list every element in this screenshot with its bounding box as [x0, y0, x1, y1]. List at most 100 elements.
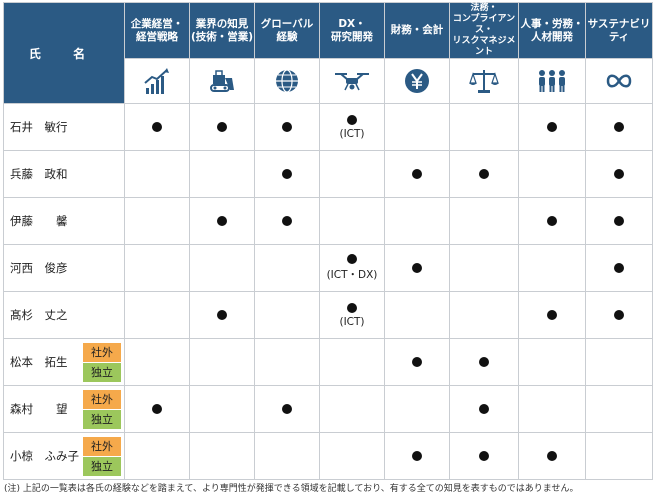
skill-cell: [124, 291, 190, 339]
header-finance-accounting: 財務・会計: [384, 2, 450, 59]
header-dx-rnd: DX・ 研究開発: [319, 2, 385, 59]
header-icon-cell: [518, 58, 586, 104]
bulldozer-icon: [210, 70, 234, 92]
director-name: 小椋 ふみ子: [10, 449, 79, 463]
skill-cell: [449, 244, 519, 292]
director-name-cell: 髙杉 丈之: [3, 291, 125, 339]
globe-icon: [276, 69, 298, 93]
skill-mark: [614, 169, 624, 179]
header-industry-knowledge: 業界の知見 (技術・営業): [189, 2, 255, 59]
table-row: 石井 敏行 (ICT): [3, 103, 653, 151]
skill-mark: [217, 310, 227, 320]
director-name-cell: 兵藤 政和: [3, 150, 125, 198]
table-row: 伊藤 馨: [3, 197, 653, 245]
header-legal-compliance: 法務・ コンプライアンス・ リスクマネジメント: [449, 2, 519, 59]
director-name: 松本 拓生: [10, 355, 68, 369]
skills-matrix-table: 氏 名 企業経営・ 経営戦略 業界の知見 (技術・営業) グローバル 経験 DX・ 研究…: [3, 2, 653, 480]
skill-mark: [347, 114, 357, 125]
skill-cell: [449, 150, 519, 198]
skill-cell: [124, 385, 190, 433]
table-row: 森村 望 社外 独立: [3, 385, 653, 433]
skill-cell: [124, 150, 190, 198]
external-badge: 社外: [83, 437, 121, 456]
skill-cell: [254, 432, 320, 480]
director-name: 髙杉 丈之: [10, 308, 68, 322]
skill-mark: [152, 122, 162, 132]
skill-mark: [479, 357, 489, 367]
skill-cell: [384, 385, 450, 433]
skill-cell: [585, 385, 653, 433]
table-row: 松本 拓生 社外 独立: [3, 338, 653, 386]
skill-cell: [585, 291, 653, 339]
skill-cell: [319, 150, 385, 198]
director-tags: 社外 独立: [83, 437, 121, 476]
director-name: 伊藤 馨: [10, 214, 68, 228]
skill-cell: [518, 385, 586, 433]
skill-mark: [547, 451, 557, 461]
skill-cell: [254, 197, 320, 245]
independent-badge: 独立: [83, 457, 121, 476]
director-name-cell: 森村 望 社外 独立: [3, 385, 125, 433]
skill-cell: [254, 291, 320, 339]
header-label-row: 氏 名 企業経営・ 経営戦略 業界の知見 (技術・営業) グローバル 経験 DX・ 研究…: [3, 2, 653, 104]
skill-mark: [412, 169, 422, 179]
skill-cell: [254, 150, 320, 198]
skill-mark: [479, 404, 489, 414]
header-sustainability: サステナビリティ: [585, 2, 653, 59]
header-corporate-management: 企業経営・ 経営戦略: [124, 2, 190, 59]
skill-cell: [585, 432, 653, 480]
skill-cell: [518, 150, 586, 198]
people-icon: [539, 70, 565, 92]
skill-cell: [449, 338, 519, 386]
director-name-cell: 河西 俊彦: [3, 244, 125, 292]
skill-mark: [282, 404, 292, 414]
skill-mark: [614, 310, 624, 320]
name-column-header: 氏 名: [3, 2, 125, 104]
skill-cell: [189, 197, 255, 245]
independent-badge: 独立: [83, 363, 121, 382]
skill-mark: [547, 122, 557, 132]
skill-cell: (ICT): [319, 103, 385, 151]
skill-note: (ICT): [339, 315, 365, 328]
header-icon-row: [4, 58, 653, 104]
skill-cell: [254, 385, 320, 433]
director-name-cell: 小椋 ふみ子 社外 独立: [3, 432, 125, 480]
skill-mark: [282, 216, 292, 226]
header-icon-cell: [319, 58, 385, 104]
skill-mark: [614, 122, 624, 132]
skill-cell: [518, 432, 586, 480]
skill-cell: [585, 103, 653, 151]
director-name-cell: 松本 拓生 社外 独立: [3, 338, 125, 386]
skill-mark: [412, 451, 422, 461]
skill-mark: [614, 216, 624, 226]
table-row: 兵藤 政和: [3, 150, 653, 198]
skill-cell: [518, 244, 586, 292]
skill-mark: [547, 310, 557, 320]
skill-mark: [412, 263, 422, 273]
director-name: 森村 望: [10, 402, 68, 416]
header-global-experience: グローバル 経験: [254, 2, 320, 59]
scales-icon: [469, 70, 499, 93]
skill-cell: (ICT): [319, 291, 385, 339]
skill-mark: [152, 404, 162, 414]
external-badge: 社外: [83, 390, 121, 409]
header-icon-cell: [189, 58, 255, 104]
header-icon-cell: [449, 58, 519, 104]
skill-mark: [547, 216, 557, 226]
drone-icon: [335, 73, 369, 91]
table-row: 髙杉 丈之 (ICT): [3, 291, 653, 339]
skill-cell: [124, 103, 190, 151]
skill-cell: [189, 103, 255, 151]
skill-cell: [384, 244, 450, 292]
skill-mark: [479, 169, 489, 179]
skill-cell: [518, 291, 586, 339]
skill-cell: [518, 197, 586, 245]
skill-cell: [585, 150, 653, 198]
skill-cell: [449, 291, 519, 339]
skill-cell: [384, 338, 450, 386]
skill-cell: [254, 103, 320, 151]
skill-cell: [124, 197, 190, 245]
skill-cell: [189, 338, 255, 386]
skill-note: (ICT・DX): [326, 269, 378, 281]
